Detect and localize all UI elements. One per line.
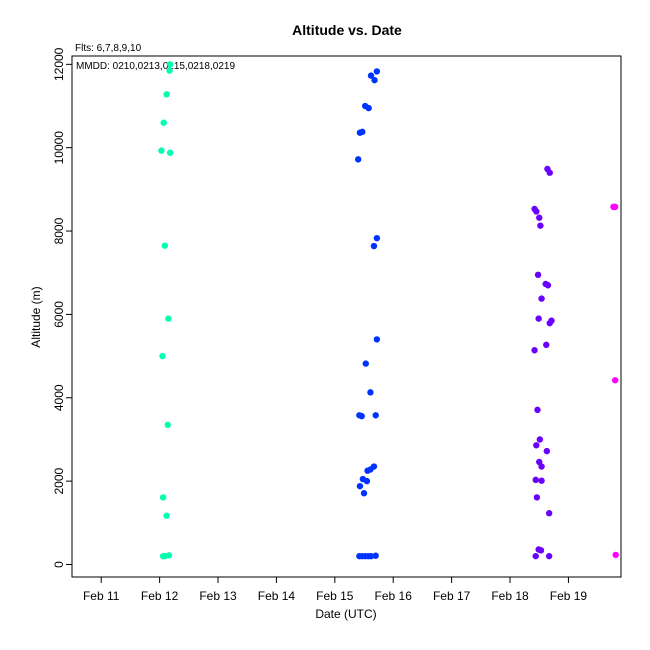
data-point [356, 129, 364, 136]
series-2 [354, 68, 381, 560]
data-point [372, 552, 379, 559]
y-axis: 0 2000 4000 6000 8000 10000 12000 [52, 47, 72, 568]
data-point [533, 442, 540, 449]
x-tick-label: Feb 13 [199, 589, 237, 603]
data-point [373, 336, 381, 343]
x-tick-label: Feb 18 [491, 589, 529, 603]
series-3 [531, 165, 555, 560]
x-tick-label: Feb 17 [433, 589, 471, 603]
data-point [545, 552, 553, 560]
data-point [546, 319, 553, 327]
y-tick-label: 10000 [52, 131, 66, 165]
y-tick-label: 2000 [52, 467, 66, 494]
data-point [533, 494, 541, 501]
data-point [537, 222, 544, 229]
data-point [536, 436, 544, 443]
data-point [371, 76, 378, 84]
data-point [538, 463, 545, 470]
data-point [370, 242, 378, 250]
data-point [373, 234, 381, 242]
y-tick-label: 8000 [52, 217, 66, 244]
x-axis: Feb 11 Feb 12 Feb 13 Feb 14 Feb 15 Feb 16 Feb … [83, 577, 587, 603]
data-point [611, 377, 619, 384]
data-point [545, 510, 553, 517]
x-tick-label: Feb 11 [83, 589, 120, 603]
data-point [531, 347, 538, 354]
data-point [364, 467, 371, 474]
data-point [160, 119, 167, 126]
y-tick-label: 6000 [52, 301, 66, 328]
x-tick-label: Feb 19 [550, 589, 588, 603]
chart-title: Altitude vs. Date [292, 22, 402, 38]
data-point [532, 476, 539, 484]
data-point [159, 352, 166, 360]
y-tick-label: 12000 [52, 47, 66, 81]
data-point [161, 242, 169, 249]
data-point [163, 512, 170, 519]
data-point [158, 147, 165, 154]
x-tick-label: Feb 12 [141, 589, 179, 603]
data-point [534, 271, 542, 279]
data-point [165, 552, 173, 559]
series-1 [158, 61, 174, 560]
data-point [166, 67, 173, 74]
data-point [166, 149, 174, 156]
x-tick-label: Feb 15 [316, 589, 354, 603]
y-axis-label: Altitude (m) [29, 286, 43, 347]
data-point [546, 169, 553, 176]
data-point [611, 203, 619, 211]
data-point [360, 490, 368, 497]
data-point [534, 406, 541, 414]
plot-frame [71, 55, 622, 578]
y-tick-label: 4000 [52, 384, 66, 411]
data-point [367, 552, 375, 560]
x-tick-label: Feb 14 [258, 589, 296, 603]
data-point [164, 421, 171, 429]
mmdd-annotation: MMDD: 0210,0213,0215,0218,0219 [76, 61, 235, 72]
x-tick-label: Feb 16 [375, 589, 413, 603]
data-point [356, 482, 364, 490]
data-point [367, 72, 375, 79]
data-point [532, 552, 539, 560]
data-point [544, 282, 552, 289]
data-points [158, 61, 619, 560]
series-4 [610, 203, 619, 559]
data-point [365, 104, 372, 112]
data-point [373, 68, 381, 75]
y-tick-label: 0 [52, 561, 66, 568]
data-point [367, 389, 374, 396]
data-point [159, 494, 167, 501]
data-point [536, 214, 543, 221]
data-point [535, 315, 542, 322]
data-point [537, 547, 545, 554]
data-point [543, 341, 550, 349]
data-point [166, 61, 174, 68]
data-point [165, 315, 172, 322]
data-point [538, 295, 545, 302]
data-point [533, 208, 540, 215]
data-point [612, 551, 619, 559]
data-point [363, 477, 371, 485]
data-point [358, 412, 365, 420]
data-point [354, 156, 362, 163]
flights-label: Flts: 6,7,8,9,10 [75, 43, 142, 54]
data-point [163, 91, 170, 98]
data-point [538, 477, 545, 484]
data-point [372, 412, 379, 419]
data-point [543, 447, 551, 455]
data-point [362, 360, 369, 367]
x-axis-label: Date (UTC) [315, 607, 376, 621]
